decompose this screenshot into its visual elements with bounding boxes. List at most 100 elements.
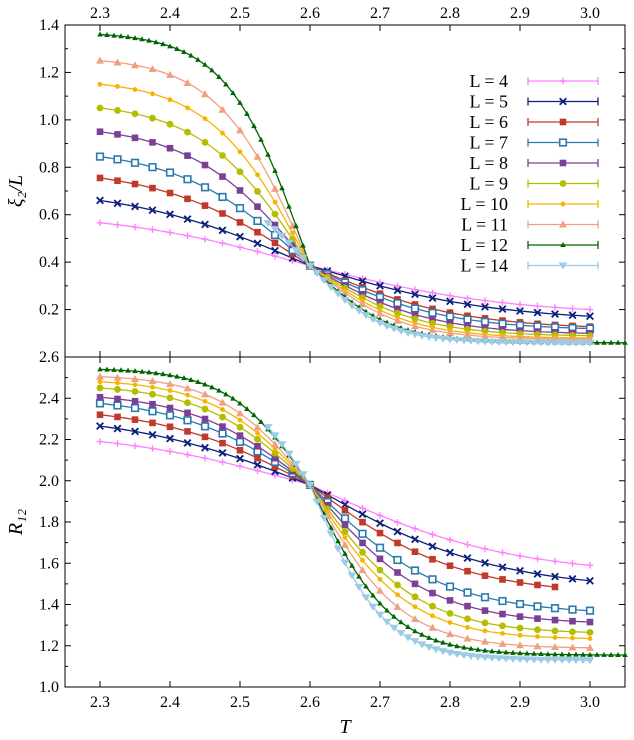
- data-point: [271, 239, 279, 247]
- data-point: [429, 555, 436, 563]
- data-point: [236, 232, 244, 241]
- y-tick-label: 1.0: [39, 112, 59, 129]
- data-point: [529, 339, 539, 347]
- data-point: [183, 438, 192, 447]
- data-point: [174, 45, 180, 51]
- data-point: [430, 613, 435, 619]
- data-point: [223, 81, 229, 87]
- y-tick-label: 0.2: [39, 302, 59, 319]
- data-point: [459, 652, 469, 660]
- data-point: [515, 339, 525, 347]
- data-point: [201, 202, 209, 209]
- data-point: [608, 339, 614, 345]
- data-point: [522, 339, 532, 347]
- data-point: [499, 576, 506, 583]
- data-point: [139, 36, 145, 42]
- data-point: [481, 297, 489, 304]
- data-point: [376, 529, 384, 537]
- data-point: [534, 555, 541, 563]
- data-point: [131, 442, 139, 450]
- data-point: [389, 325, 399, 333]
- x-tick-label: 2.9: [510, 694, 530, 711]
- data-point: [254, 228, 261, 236]
- data-point: [244, 110, 250, 116]
- data-point: [370, 592, 376, 598]
- data-point: [114, 386, 121, 393]
- data-point: [251, 412, 257, 418]
- data-point: [411, 535, 419, 544]
- data-point: [96, 196, 104, 205]
- x-tick-label-top: 2.7: [370, 5, 390, 22]
- data-point: [284, 450, 294, 458]
- data-point: [201, 433, 209, 441]
- data-point: [95, 152, 105, 161]
- data-point: [499, 299, 506, 306]
- data-point: [341, 540, 349, 548]
- data-point: [236, 454, 244, 463]
- data-point: [429, 315, 436, 323]
- legend-item: L = 11: [461, 215, 599, 235]
- data-point: [335, 538, 341, 544]
- data-point: [293, 222, 299, 228]
- data-point: [551, 616, 559, 624]
- data-point: [153, 39, 159, 45]
- data-point: [200, 422, 210, 431]
- data-point: [571, 339, 581, 347]
- data-point: [428, 542, 437, 551]
- data-point: [550, 604, 560, 613]
- data-point: [111, 32, 117, 38]
- data-point: [149, 419, 156, 427]
- data-point: [131, 427, 139, 436]
- data-point: [167, 372, 173, 378]
- series-line: [267, 222, 590, 344]
- data-point: [498, 305, 507, 313]
- data-point: [286, 203, 292, 209]
- data-point: [235, 437, 245, 447]
- data-point: [446, 319, 454, 326]
- data-point: [202, 381, 208, 387]
- data-point: [359, 294, 366, 302]
- data-point: [139, 368, 145, 374]
- data-point: [166, 229, 174, 236]
- data-point: [166, 70, 174, 78]
- data-point: [218, 192, 227, 202]
- data-point: [354, 583, 364, 591]
- data-point: [447, 641, 453, 647]
- data-point: [96, 411, 104, 419]
- data-point: [360, 557, 365, 563]
- legend-marker: [559, 118, 567, 126]
- data-point: [271, 184, 279, 192]
- series-l12: [97, 366, 628, 658]
- data-point: [446, 297, 454, 306]
- data-point: [481, 324, 489, 331]
- data-point: [326, 284, 336, 292]
- data-point: [412, 604, 418, 610]
- data-point: [201, 415, 209, 423]
- data-point: [431, 646, 441, 654]
- data-point: [550, 339, 560, 347]
- data-point: [463, 554, 472, 563]
- data-point: [516, 301, 524, 308]
- data-point: [341, 288, 349, 296]
- legend-marker: [559, 77, 567, 85]
- data-point: [393, 555, 402, 565]
- data-point: [517, 632, 523, 638]
- legend-marker: [559, 97, 567, 106]
- data-point: [113, 373, 122, 381]
- data-point: [501, 655, 511, 663]
- x-tick-label: 3.0: [580, 694, 600, 711]
- data-point: [464, 541, 471, 548]
- data-point: [586, 643, 594, 651]
- legend-item: L = 9: [470, 174, 599, 194]
- top-y-axis-label: ξ₂/L: [5, 175, 27, 207]
- data-point: [97, 81, 103, 87]
- data-point: [96, 104, 104, 112]
- series-l6: [96, 174, 594, 330]
- data-point: [174, 373, 180, 379]
- data-point: [131, 110, 139, 118]
- data-point: [319, 514, 329, 522]
- data-point: [253, 423, 262, 431]
- data-point: [118, 367, 124, 373]
- data-point: [615, 339, 621, 345]
- data-point: [114, 177, 121, 184]
